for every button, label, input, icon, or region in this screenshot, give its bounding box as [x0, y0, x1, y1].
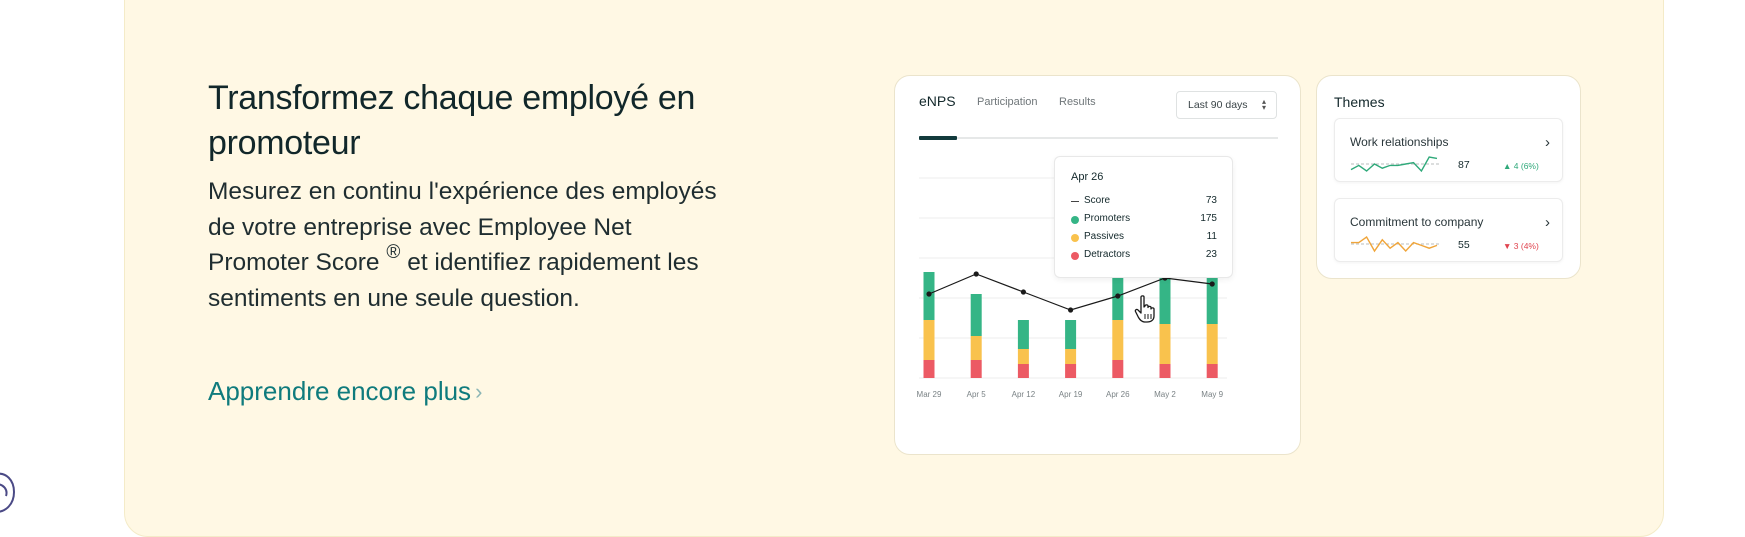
score-point [1068, 307, 1074, 313]
period-select[interactable]: Last 90 days ▴ ▾ [1176, 91, 1277, 119]
tab-underline-track [919, 137, 1278, 139]
tooltip-date: Apr 26 [1071, 171, 1104, 183]
chevron-right-icon: › [475, 379, 483, 404]
bar-segment-passives [1206, 324, 1218, 364]
promoters-dot [1071, 216, 1079, 224]
themes-card: Themes Work relationships › 87 ▲ 4 (6%) … [1316, 75, 1581, 279]
score-point [926, 291, 932, 297]
x-tick-label: Apr 12 [1012, 390, 1036, 399]
bar-segment-promoters [1206, 252, 1218, 324]
bar-segment-detractors [1206, 364, 1218, 378]
hero-title: Transformez chaque employé en promoteur [208, 79, 696, 162]
bar-segment-passives [1112, 320, 1124, 360]
bar-segment-promoters [970, 294, 982, 336]
tooltip-value: 11 [1206, 231, 1217, 242]
sparkline [1351, 235, 1439, 253]
theme-delta: ▼ 3 (4%) [1503, 241, 1539, 251]
detractors-dot [1071, 252, 1079, 260]
sparkline-path [1350, 156, 1438, 173]
tooltip-label: Promoters [1084, 213, 1131, 224]
bar-segment-detractors [1065, 364, 1077, 378]
bar-segment-detractors [923, 360, 935, 378]
decorative-shape-icon [0, 472, 16, 513]
period-select-value: Last 90 days [1188, 99, 1248, 111]
learn-more-link[interactable]: Apprendre encore plus › [208, 376, 482, 407]
tooltip-row-promoters: Promoters 175 [1071, 213, 1217, 227]
bar-segment-detractors [1112, 360, 1124, 378]
tooltip-label: Detractors [1084, 249, 1131, 260]
hero-description: Mesurez en continu l'expérience des empl… [208, 174, 728, 316]
bar-segment-detractors [1159, 364, 1171, 378]
x-tick-label: May 2 [1154, 390, 1176, 399]
hand-pointer-icon [1134, 295, 1155, 323]
chart-tooltip: Apr 26 Score 73 Promoters 175 Passives 1… [1054, 156, 1233, 278]
x-tick-label: Apr 5 [967, 390, 987, 399]
x-tick-label: May 9 [1201, 390, 1223, 399]
score-point [973, 271, 979, 277]
bar-segment-passives [1159, 324, 1171, 364]
theme-score: 55 [1458, 239, 1470, 251]
bar-segment-passives [1017, 349, 1029, 364]
registered-mark: ® [386, 242, 401, 263]
tab-enps[interactable]: eNPS [919, 93, 956, 109]
bar-segment-promoters [1017, 320, 1029, 349]
themes-title: Themes [1334, 94, 1385, 110]
learn-more-label: Apprendre encore plus [208, 376, 472, 406]
bar-segment-passives [1065, 349, 1077, 364]
score-point [1020, 289, 1026, 295]
score-line-marker [1071, 201, 1079, 202]
updown-arrows-icon: ▴ ▾ [1261, 97, 1266, 112]
passives-dot [1071, 234, 1079, 242]
tooltip-label: Passives [1084, 231, 1125, 242]
chevron-right-icon: › [1545, 214, 1550, 231]
enps-chart: Mar 29 Apr 5 Apr 12 Apr 19 Apr 26 May 2 May 9 [917, 177, 1227, 399]
bar-segment-passives [923, 320, 935, 360]
theme-name: Work relationships [1350, 135, 1449, 149]
tooltip-value: 175 [1200, 213, 1217, 224]
theme-item-commitment[interactable]: Commitment to company › 55 ▼ 3 (4%) [1334, 198, 1563, 262]
score-point [1115, 293, 1121, 299]
x-tick-label: Apr 19 [1059, 390, 1083, 399]
score-point [1209, 281, 1215, 287]
sparkline [1350, 156, 1439, 173]
bar-segment-promoters [1159, 276, 1171, 324]
theme-score: 87 [1458, 159, 1470, 171]
bar-segment-passives [970, 336, 982, 360]
tab-results[interactable]: Results [1059, 96, 1096, 108]
tooltip-row-passives: Passives 11 [1071, 231, 1217, 245]
bar-segment-detractors [970, 360, 982, 378]
tab-participation[interactable]: Participation [977, 96, 1038, 108]
hero-description-part2: et identifiez rapidement les sentiments … [208, 249, 699, 312]
x-tick-label: Mar 29 [917, 390, 942, 399]
tooltip-label: Score [1084, 195, 1111, 206]
bar-segment-promoters [1065, 320, 1077, 349]
active-tab-indicator [919, 136, 957, 140]
hero-description-part1: Mesurez en continu l'expérience des empl… [208, 178, 717, 276]
theme-name: Commitment to company [1350, 215, 1484, 229]
theme-delta: ▲ 4 (6%) [1503, 161, 1539, 171]
bar-segment-detractors [1017, 364, 1029, 378]
chevron-right-icon: › [1545, 134, 1550, 151]
tooltip-row-score: Score 73 [1071, 195, 1217, 209]
sparkline-path [1351, 235, 1438, 253]
tooltip-value: 73 [1205, 195, 1217, 206]
theme-item-work-relationships[interactable]: Work relationships › 87 ▲ 4 (6%) [1334, 118, 1563, 182]
x-tick-label: Apr 26 [1106, 390, 1130, 399]
enps-card: eNPS Participation Results Last 90 days … [894, 75, 1301, 455]
tooltip-value: 23 [1205, 249, 1217, 260]
tooltip-row-detractors: Detractors 23 [1071, 249, 1217, 263]
